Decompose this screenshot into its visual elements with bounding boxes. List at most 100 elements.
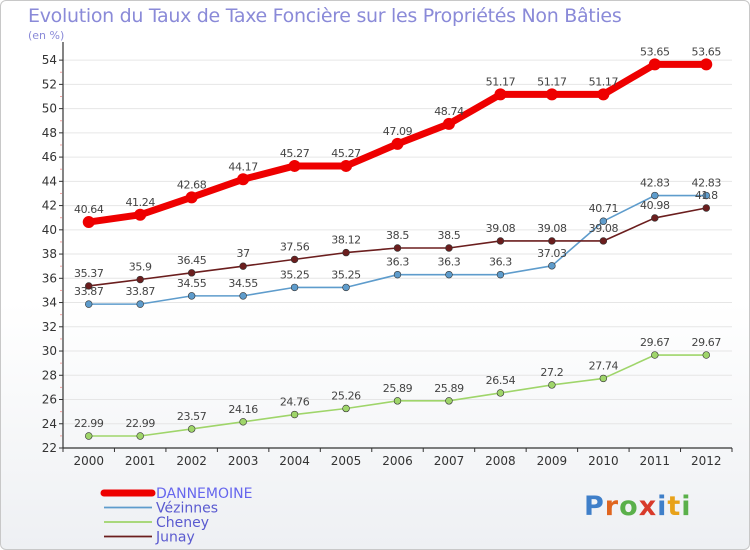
data-label: 37 [237, 247, 251, 260]
data-label: 36.3 [438, 256, 461, 269]
y-tick-label: 36 [42, 271, 57, 285]
data-point [702, 204, 710, 212]
data-label: 39.08 [486, 222, 516, 235]
data-point [702, 191, 710, 200]
data-point [700, 58, 713, 71]
data-label: 48.74 [434, 105, 464, 118]
y-tick-label: 26 [42, 393, 57, 407]
data-label: 42.83 [640, 177, 670, 190]
data-label: 35.9 [129, 261, 152, 274]
data-label: 34.55 [177, 277, 207, 290]
data-point [393, 397, 402, 405]
data-label: 40.71 [589, 202, 619, 215]
data-label: 33.87 [125, 285, 155, 298]
data-label: 40.98 [640, 199, 670, 212]
legend-label: DANNEMOINE [156, 486, 252, 502]
series-vezinnes: 33.87 33.87 34.55 34.55 35.25 35.25 36.3 36.3 36… [74, 177, 722, 308]
data-label: 22.99 [74, 417, 104, 430]
data-label: 24.76 [280, 396, 310, 409]
proxiti-logo: Proxiti [584, 491, 692, 522]
data-point [187, 425, 196, 433]
data-label: 39.08 [589, 222, 619, 235]
data-label: 35.25 [331, 268, 361, 281]
data-label: 33.87 [74, 285, 104, 298]
data-label: 47.09 [383, 125, 413, 138]
data-point [187, 292, 196, 300]
legend-label: Vézinnes [156, 501, 218, 517]
x-tick-label: 2003 [228, 454, 259, 468]
x-tick-label: 2009 [537, 454, 568, 468]
data-point [342, 248, 350, 257]
data-point [239, 418, 247, 426]
data-point [442, 117, 455, 130]
y-tick-label: 22 [42, 441, 57, 455]
data-point [445, 270, 453, 279]
y-tick-label: 48 [42, 126, 57, 140]
data-point [393, 244, 402, 252]
x-tick-label: 2011 [640, 454, 671, 468]
data-label: 34.55 [228, 277, 258, 290]
x-tick-label: 2006 [382, 454, 413, 468]
data-point [496, 270, 505, 279]
data-label: 25.89 [383, 382, 413, 395]
data-point [85, 282, 93, 290]
data-label: 37.56 [280, 240, 310, 253]
data-point [288, 159, 301, 172]
chart-title: Evolution du Taux de Taxe Foncière sur l… [28, 5, 622, 27]
data-point [494, 88, 507, 101]
data-point [290, 255, 299, 264]
data-label: 29.67 [640, 336, 670, 349]
data-point [239, 262, 247, 270]
data-label: 25.26 [331, 389, 361, 402]
logo-letter: x [638, 491, 658, 522]
data-label: 51.17 [537, 75, 567, 88]
data-label: 35.37 [74, 267, 104, 280]
y-tick-label: 44 [42, 174, 57, 188]
logo-letter: i [657, 491, 668, 522]
x-tick-label: 2012 [691, 454, 722, 468]
data-label: 41.8 [695, 189, 718, 202]
data-point [599, 374, 608, 383]
y-tick-label: 52 [42, 77, 57, 91]
y-tick-label: 38 [42, 247, 57, 261]
y-tick-label: 46 [42, 150, 57, 164]
data-point [651, 351, 659, 359]
y-tick-label: 24 [42, 417, 57, 431]
data-label: 45.27 [331, 147, 361, 160]
legend-label: Cheney [156, 515, 209, 531]
data-point [290, 283, 299, 292]
logo-letter: P [584, 491, 605, 522]
data-label: 42.83 [692, 177, 722, 190]
data-label: 36.3 [489, 256, 512, 269]
data-point [496, 237, 505, 245]
data-label: 42.68 [177, 178, 207, 191]
data-point [342, 283, 350, 292]
data-point [187, 269, 196, 277]
data-point [85, 300, 93, 308]
data-label: 23.57 [177, 410, 207, 423]
data-label: 38.12 [331, 234, 361, 247]
data-label: 41.24 [125, 196, 155, 209]
data-point [134, 208, 147, 221]
data-label: 53.65 [640, 45, 670, 58]
data-point [237, 173, 250, 186]
x-tick-label: 2005 [331, 454, 362, 468]
logo-letter: o [619, 491, 639, 522]
x-tick-label: 2002 [176, 454, 207, 468]
data-point [496, 389, 505, 397]
data-point [391, 137, 404, 150]
series-junay: 35.37 35.9 36.45 37 37.56 38.12 38.5 38.5 39.08 3… [74, 189, 719, 290]
data-point [445, 244, 453, 252]
data-label: 44.17 [228, 160, 258, 173]
legend-label: Junay [155, 530, 195, 546]
data-point [548, 262, 556, 270]
data-label: 51.17 [486, 75, 516, 88]
logo-letter: r [604, 491, 620, 522]
data-point [599, 237, 608, 245]
data-point [136, 300, 144, 308]
data-point [342, 404, 350, 413]
data-point [548, 237, 556, 245]
unit-label: (en %) [28, 29, 65, 42]
x-tick-label: 2007 [434, 454, 465, 468]
